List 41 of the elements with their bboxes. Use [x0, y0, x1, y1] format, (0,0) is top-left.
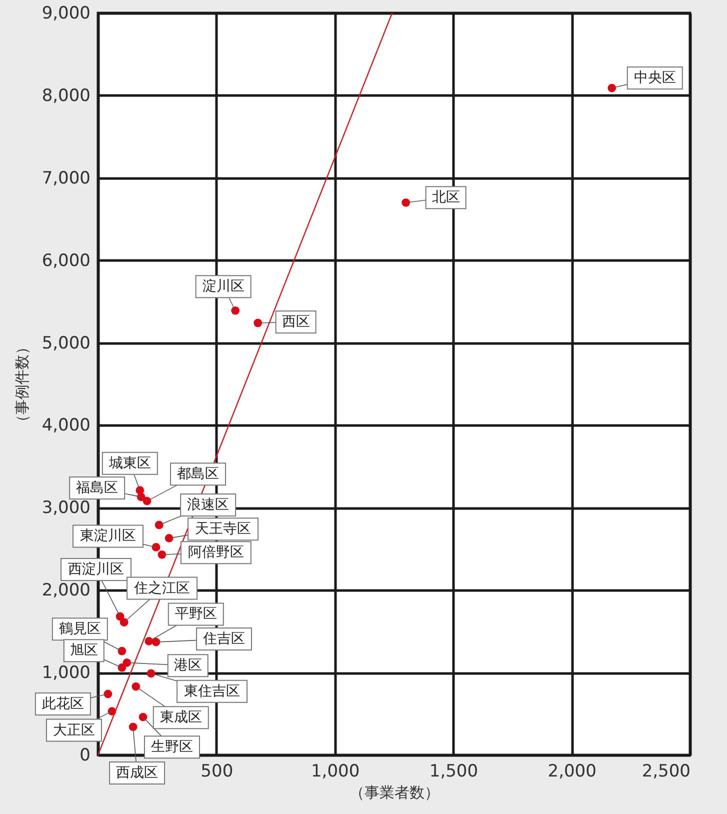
- y-tick-label: 9,000: [42, 4, 90, 24]
- y-axis-title: （事例件数）: [12, 340, 31, 430]
- annotation: 福島区: [76, 480, 118, 496]
- annotation: 鶴見区: [58, 621, 101, 638]
- annotation: 天王寺区: [195, 521, 252, 538]
- x-tick-label: 1,000: [310, 762, 360, 782]
- annotation: 東成区: [160, 710, 202, 726]
- annotation: 北区: [432, 190, 460, 206]
- y-tick-label: 7,000: [42, 168, 90, 188]
- annotation: 旭区: [70, 642, 98, 659]
- x-tick-label: 500: [200, 762, 234, 782]
- x-tick-label: 2,500: [642, 762, 690, 782]
- x-tick-label: 2,000: [548, 762, 596, 782]
- annotation: 阿倍野区: [188, 544, 244, 561]
- annotation: 東淀川区: [80, 528, 136, 544]
- y-tick-label: 2,000: [42, 580, 90, 601]
- annotation: 西淀川区: [68, 561, 124, 578]
- y-tick-label: 1,000: [42, 663, 90, 684]
- annotation: 大正区: [52, 722, 95, 738]
- y-tick-label: 0: [80, 746, 90, 766]
- annotation: 港区: [174, 658, 202, 674]
- annotation: 住之江区: [133, 580, 190, 596]
- annotation: 東住吉区: [184, 683, 240, 700]
- annotation: 都島区: [177, 466, 220, 482]
- y-tick-label: 8,000: [42, 86, 90, 106]
- y-tick-label: 6,000: [42, 250, 90, 271]
- annotation: 城東区: [108, 455, 151, 472]
- annotation: 浪速区: [187, 496, 230, 513]
- annotation: 住吉区: [202, 631, 246, 648]
- annotation: 淀川区: [202, 278, 244, 295]
- annotation: 中央区: [634, 70, 676, 86]
- x-tick-label: 1,500: [429, 762, 478, 782]
- x-axis-title: （事業者数）: [350, 784, 440, 802]
- annotation: 西区: [282, 314, 310, 330]
- annotation: 平野区: [174, 606, 217, 622]
- annotation: 西成区: [116, 764, 158, 781]
- annotation: 生野区: [150, 739, 193, 756]
- y-tick-label: 5,000: [42, 333, 90, 354]
- y-tick-label: 3,000: [42, 498, 90, 518]
- annotation: 此花区: [42, 696, 84, 712]
- y-tick-label: 4,000: [42, 416, 90, 436]
